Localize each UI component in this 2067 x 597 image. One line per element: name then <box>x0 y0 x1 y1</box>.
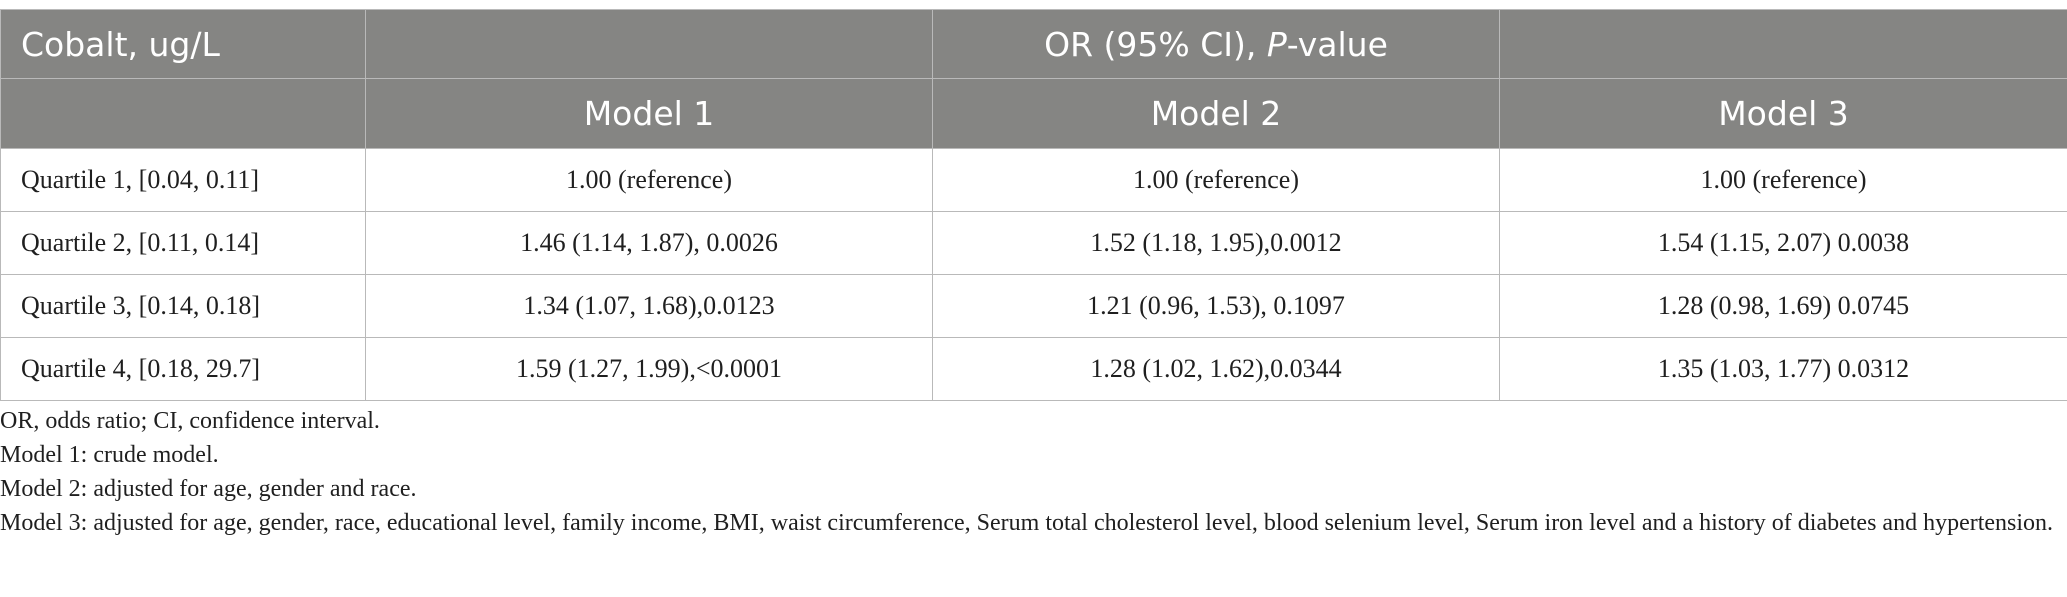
model-2-cell: 1.28 (1.02, 1.62),0.0344 <box>932 337 1500 401</box>
header-blank-left <box>365 9 933 79</box>
table-row: Quartile 1, [0.04, 0.11] 1.00 (reference… <box>0 148 2067 212</box>
model-3-cell: 1.35 (1.03, 1.77) 0.0312 <box>1499 337 2067 401</box>
model-3-cell: 1.28 (0.98, 1.69) 0.0745 <box>1499 274 2067 338</box>
model-1-cell: 1.34 (1.07, 1.68),0.0123 <box>365 274 933 338</box>
row-label: Quartile 4, [0.18, 29.7] <box>0 337 366 401</box>
model-1-header: Model 1 <box>365 78 933 149</box>
model-3-header: Model 3 <box>1499 78 2067 149</box>
footnote-model-2: Model 2: adjusted for age, gender and ra… <box>0 476 417 502</box>
model-1-cell: 1.46 (1.14, 1.87), 0.0026 <box>365 211 933 275</box>
group-header: OR (95% CI), P-value <box>932 9 1500 79</box>
footnote-model-3: Model 3: adjusted for age, gender, race,… <box>0 510 2054 536</box>
stub-header-blank <box>0 78 366 149</box>
results-table-container: Cobalt, ug/L OR (95% CI), P-value Model … <box>0 9 2067 401</box>
model-1-cell: 1.00 (reference) <box>365 148 933 212</box>
table-row: Quartile 3, [0.14, 0.18] 1.34 (1.07, 1.6… <box>0 274 2067 338</box>
header-blank-right <box>1499 9 2067 79</box>
footnote-model-1: Model 1: crude model. <box>0 442 219 468</box>
footnote-abbreviations: OR, odds ratio; CI, confidence interval. <box>0 408 380 434</box>
header-row-group: Cobalt, ug/L OR (95% CI), P-value <box>0 9 2067 79</box>
row-label: Quartile 2, [0.11, 0.14] <box>0 211 366 275</box>
header-row-models: Model 1 Model 2 Model 3 <box>0 78 2067 149</box>
model-2-cell: 1.52 (1.18, 1.95),0.0012 <box>932 211 1500 275</box>
model-2-cell: 1.00 (reference) <box>932 148 1500 212</box>
model-3-cell: 1.00 (reference) <box>1499 148 2067 212</box>
group-header-italic: P <box>1266 24 1287 64</box>
group-header-prefix: OR (95% CI), <box>1044 24 1267 64</box>
row-label: Quartile 3, [0.14, 0.18] <box>0 274 366 338</box>
table-row: Quartile 4, [0.18, 29.7] 1.59 (1.27, 1.9… <box>0 337 2067 401</box>
model-1-cell: 1.59 (1.27, 1.99),<0.0001 <box>365 337 933 401</box>
odds-ratio-table: Cobalt, ug/L OR (95% CI), P-value Model … <box>0 9 2067 401</box>
table-footnotes: OR, odds ratio; CI, confidence interval.… <box>0 404 2060 540</box>
group-header-suffix: -value <box>1286 24 1388 64</box>
stub-header: Cobalt, ug/L <box>0 9 366 79</box>
table-row: Quartile 2, [0.11, 0.14] 1.46 (1.14, 1.8… <box>0 211 2067 275</box>
model-2-cell: 1.21 (0.96, 1.53), 0.1097 <box>932 274 1500 338</box>
model-3-cell: 1.54 (1.15, 2.07) 0.0038 <box>1499 211 2067 275</box>
row-label: Quartile 1, [0.04, 0.11] <box>0 148 366 212</box>
model-2-header: Model 2 <box>932 78 1500 149</box>
